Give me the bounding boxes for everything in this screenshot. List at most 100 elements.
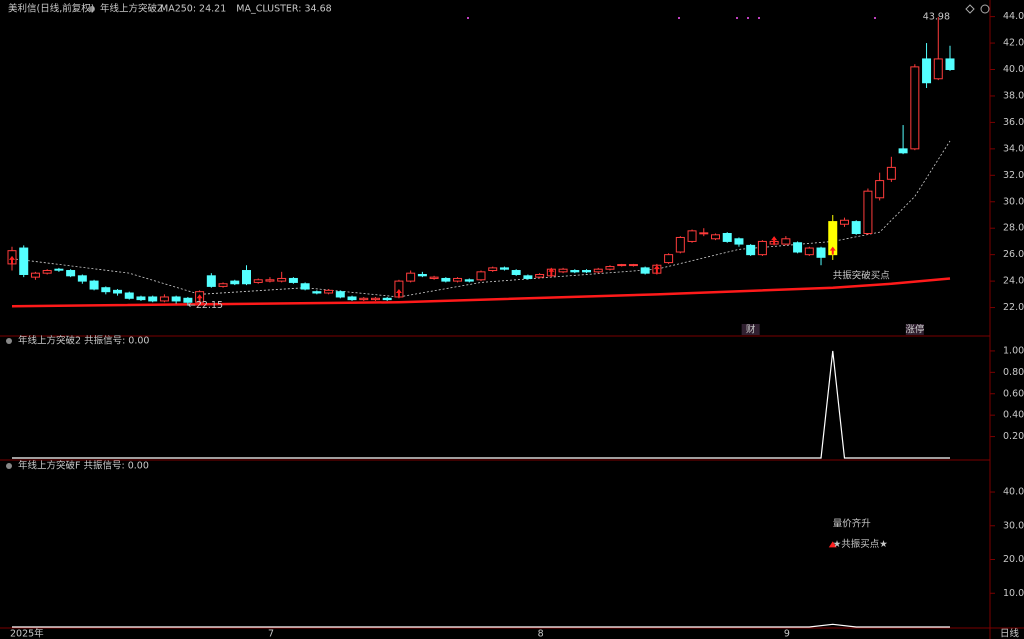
candle-body (183, 297, 193, 303)
y-tick-label: 0.20 (1003, 431, 1024, 442)
badge-bg (741, 324, 760, 335)
candle-body (922, 58, 932, 84)
y-tick-label: 0.40 (1003, 410, 1024, 421)
buy-arrow (771, 236, 778, 245)
y-tick-label: 40.00 (1003, 64, 1024, 75)
panel-title: 年线上方突破2 共振信号: 0.00 (18, 335, 149, 347)
buy-arrow (395, 288, 402, 297)
y-tick-label: 24.00 (1003, 276, 1024, 287)
buy-arrow (829, 246, 836, 255)
candle-body (312, 291, 322, 294)
y-tick-label: 0.60 (1003, 388, 1024, 399)
candle-body (804, 247, 814, 256)
candle-body (699, 232, 709, 235)
candle-body (253, 279, 263, 283)
x-tick-label: 7 (268, 629, 274, 639)
candle-body (347, 296, 357, 301)
candle-body (781, 238, 791, 245)
y-tick-label: 36.00 (1003, 117, 1024, 128)
buy-arrow (548, 267, 555, 276)
candle-body (640, 267, 650, 274)
x-tick-label: 9 (784, 629, 790, 639)
panel-title: 年线上方突破F 共振信号: 0.00 (18, 460, 149, 472)
icon-diamond[interactable] (965, 4, 975, 14)
candle-body (582, 270, 592, 273)
candle-body (828, 221, 838, 256)
candle-body (30, 272, 40, 278)
candle-body (617, 264, 627, 267)
legend-entry: MA250: 24.21 (160, 4, 226, 15)
icon (89, 6, 95, 12)
annotation: ★共振买点★ (833, 538, 888, 550)
candle-body (523, 275, 533, 279)
legend-entry: MA_CLUSTER: 34.68 (236, 4, 331, 15)
candle-body (687, 230, 697, 242)
x-tick-label: 8 (538, 629, 544, 639)
candle-body (910, 66, 920, 150)
candle-body (875, 180, 885, 199)
candle-body (300, 283, 310, 290)
candle-body (535, 273, 545, 278)
candle-body (558, 268, 568, 273)
candle-body (757, 240, 767, 256)
candle-body (933, 58, 943, 80)
y-tick-label: 0.80 (1003, 367, 1024, 378)
badge: 财 (746, 324, 756, 336)
candle-body (441, 277, 451, 282)
candle-body (863, 190, 873, 234)
candle-body (277, 277, 287, 282)
line (12, 623, 950, 628)
signal-triangle (828, 541, 837, 548)
candle-body (593, 268, 603, 273)
candle-body (722, 232, 732, 242)
candle-body (54, 268, 64, 271)
line (11, 277, 951, 308)
x-tick-label: 2025年 (10, 628, 44, 639)
candle-body (66, 270, 76, 277)
candle-body (488, 267, 498, 272)
candle-body (359, 297, 369, 301)
icon-add[interactable] (980, 4, 990, 14)
candle-body (19, 247, 29, 275)
candle-body (77, 275, 87, 282)
y-tick-label: 30.00 (1003, 196, 1024, 207)
candle-body (429, 276, 439, 279)
candle-body (816, 247, 826, 258)
chart-title: 美利信(日线,前复权) (8, 3, 94, 15)
candle-body (206, 275, 216, 287)
y-tick-label: 40.00 (1003, 487, 1024, 498)
candle-body (171, 296, 181, 302)
candle-body (628, 264, 638, 267)
candle-body (476, 271, 486, 281)
candle-body (793, 242, 803, 253)
badge: 涨停 (905, 324, 925, 336)
candle-body (230, 280, 240, 285)
annotation: 43.98 (923, 11, 950, 22)
badge-bg (905, 324, 924, 335)
candle-body (136, 296, 146, 301)
y-tick-label: 28.00 (1003, 223, 1024, 234)
candle-body (511, 270, 521, 275)
candle-body (453, 277, 463, 282)
candle-body (124, 292, 134, 299)
buy-arrow (9, 255, 15, 264)
candle-body (265, 279, 275, 282)
candle-body (148, 296, 158, 302)
candle-body (417, 273, 427, 277)
candle-body (851, 221, 861, 234)
candle-body (335, 291, 345, 298)
buy-arrow (196, 294, 203, 303)
annotation: ←22.15 (188, 300, 223, 311)
marker-dots (467, 17, 876, 19)
candle-body (159, 296, 169, 302)
y-tick-label: 30.00 (1003, 520, 1024, 531)
y-tick-label: 1.00 (1003, 345, 1024, 356)
y-tick-label: 22.00 (1003, 302, 1024, 313)
buy-arrow (653, 265, 660, 274)
y-tick-label: 34.00 (1003, 143, 1024, 154)
y-tick-label: 42.00 (1003, 38, 1024, 49)
candle-body (89, 280, 99, 290)
y-tick-label: 26.00 (1003, 249, 1024, 260)
